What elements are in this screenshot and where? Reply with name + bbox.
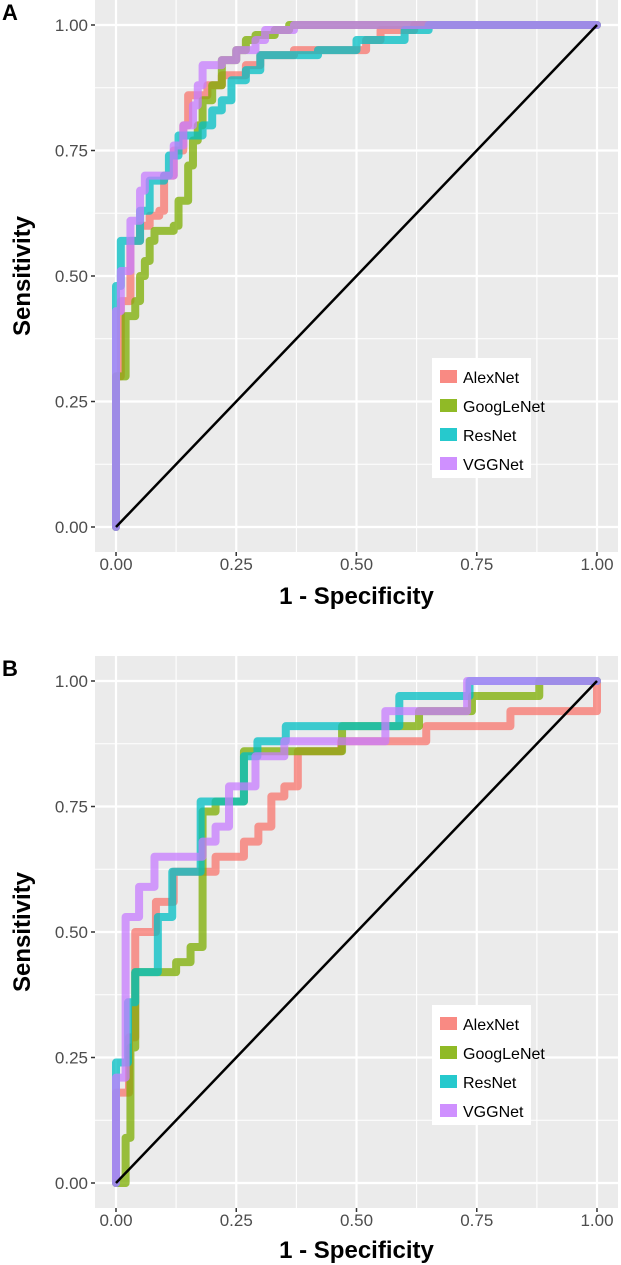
legend-label: AlexNet — [463, 1017, 520, 1034]
legend-swatch — [440, 1017, 457, 1030]
y-tick-label: 1.00 — [55, 672, 88, 691]
roc-curve-vggnet — [112, 677, 601, 1187]
x-tick-label: 0.00 — [99, 555, 132, 574]
legend-label: ResNet — [463, 1075, 517, 1092]
reference-diagonal — [115, 24, 598, 528]
legend-swatch — [440, 1104, 457, 1117]
roc-curve-alexnet — [112, 677, 601, 1187]
panel-A: 0.00 0.25 0.50 0.75 1.00 0.00 0.25 0.50 0.75 1.00… — [2, 0, 618, 610]
legend: AlexNet GoogLeNet ResNet VGGNet — [432, 1005, 545, 1125]
legend-label: ResNet — [463, 428, 517, 445]
legend-swatch — [440, 399, 457, 412]
y-axis-label: Sensitivity — [9, 215, 36, 336]
reference-diagonal — [115, 680, 598, 1184]
legend-swatch — [440, 1046, 457, 1059]
roc-curve-resnet — [112, 677, 601, 1187]
x-axis-label: 1 - Specificity — [279, 1237, 434, 1264]
x-axis-label: 1 - Specificity — [279, 583, 434, 610]
legend-label: AlexNet — [463, 370, 520, 387]
legend-label: GoogLeNet — [463, 1046, 545, 1063]
legend-swatch — [440, 1075, 457, 1088]
x-tick-label: 0.75 — [460, 555, 493, 574]
x-tick-label: 0.25 — [220, 1211, 253, 1230]
legend-label: VGGNet — [463, 457, 524, 474]
panel-label: B — [2, 656, 18, 681]
y-axis-label: Sensitivity — [9, 871, 36, 992]
y-tick-label: 0.00 — [55, 1174, 88, 1193]
panel-label: A — [2, 0, 18, 25]
legend-label: VGGNet — [463, 1104, 524, 1121]
x-tick-label: 1.00 — [580, 1211, 613, 1230]
roc-curve-vggnet — [112, 21, 601, 531]
y-tick-label: 0.25 — [55, 1049, 88, 1068]
legend: AlexNet GoogLeNet ResNet VGGNet — [432, 358, 545, 478]
x-tick-label: 0.00 — [99, 1211, 132, 1230]
panel-B: 0.00 0.25 0.50 0.75 1.00 0.00 0.25 0.50 0.75 1.00… — [2, 656, 618, 1264]
legend-swatch — [440, 370, 457, 383]
y-tick-label: 0.75 — [55, 798, 88, 817]
y-tick-label: 0.50 — [55, 267, 88, 286]
y-tick-label: 0.00 — [55, 518, 88, 537]
x-tick-label: 0.75 — [460, 1211, 493, 1230]
legend-swatch — [440, 428, 457, 441]
y-tick-label: 0.50 — [55, 923, 88, 942]
x-tick-label: 0.25 — [220, 555, 253, 574]
roc-curve-googlenet — [112, 21, 601, 531]
y-tick-label: 0.25 — [55, 393, 88, 412]
legend-swatch — [440, 457, 457, 470]
y-tick-label: 0.75 — [55, 142, 88, 161]
y-tick-label: 1.00 — [55, 16, 88, 35]
x-tick-label: 1.00 — [580, 555, 613, 574]
x-tick-label: 0.50 — [340, 1211, 373, 1230]
legend-label: GoogLeNet — [463, 399, 545, 416]
x-tick-label: 0.50 — [340, 555, 373, 574]
